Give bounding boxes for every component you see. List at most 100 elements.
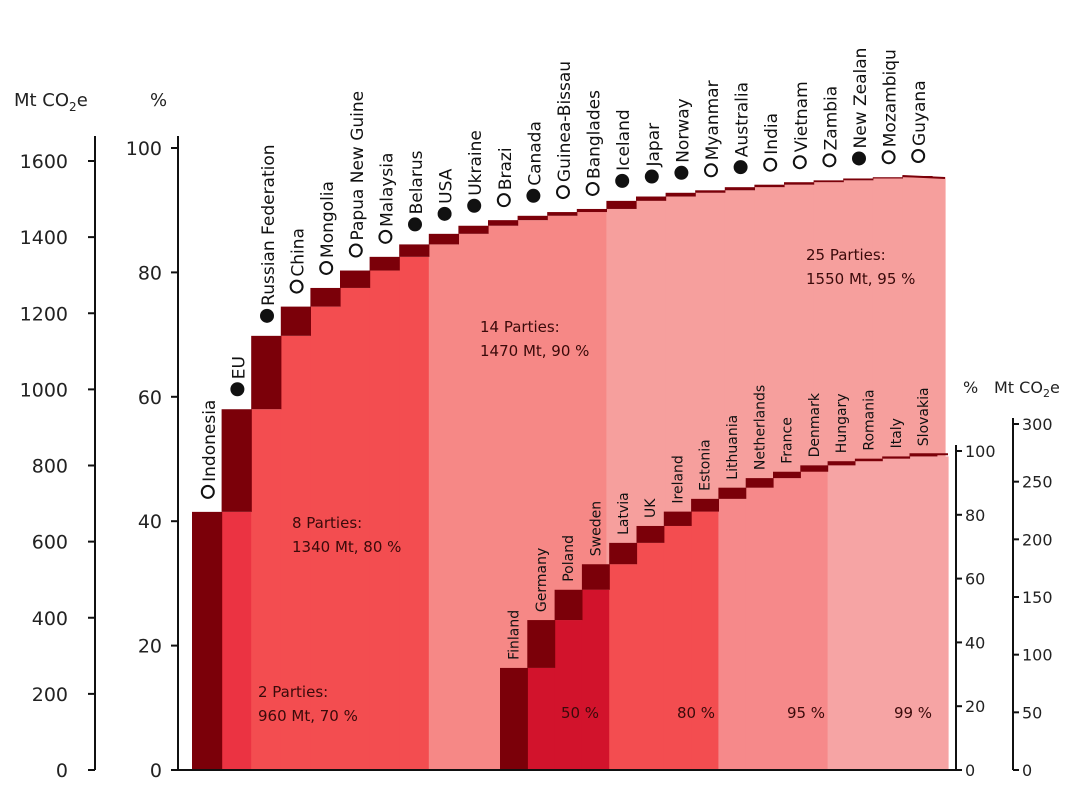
chart1-step-bar (458, 225, 489, 234)
chart1-step-bar (310, 287, 341, 307)
chart1-threshold-line1: 14 Parties: (480, 318, 560, 336)
chart1-band-fill (369, 270, 400, 770)
left-pct-tick-label: 0 (150, 760, 162, 782)
chart1-step-bar (517, 215, 548, 221)
chart2-band-fill (609, 564, 638, 770)
chart1-category-label: China (289, 228, 309, 277)
left-pct-tick-label: 40 (138, 511, 162, 533)
chart1-band-fill (428, 244, 459, 770)
right-mt-tick-label: 250 (1022, 473, 1053, 492)
chart1-marker-filled (467, 198, 482, 213)
chart1-step-bar (428, 233, 459, 245)
chart1-category-label: Mongolia (318, 181, 338, 258)
left-mt-tick-label: 1400 (20, 227, 68, 249)
chart1-marker-open (348, 243, 363, 258)
chart2-category-label: Ireland (670, 455, 686, 503)
right-pct-tick-label: 80 (965, 506, 985, 525)
chart2-category-label: Sweden (589, 501, 605, 556)
chart1-step-bar (576, 208, 607, 213)
chart1-step-bar (606, 200, 637, 209)
chart1-step-bar (872, 177, 903, 179)
label-layer: Indonesia EU Russian Federation China Mongol… (200, 48, 932, 725)
chart1-marker-open (822, 153, 837, 168)
right-pct-tick-label: 20 (965, 697, 985, 716)
chart2-band-fill (854, 461, 883, 770)
chart2-band-fill (718, 498, 747, 770)
chart1-category-label: Russian Federation (259, 144, 279, 305)
right-mt-tick-label: 100 (1022, 646, 1053, 665)
chart2-step-bar (909, 454, 938, 457)
chart1-category-label: Vietnam (792, 81, 812, 152)
chart1-marker-open (792, 155, 807, 170)
chart1-marker-open (289, 279, 304, 294)
left-pct-tick-label: 80 (138, 262, 162, 284)
chart1-marker-filled (230, 382, 245, 397)
chart1-step-bar (369, 256, 400, 271)
chart1-marker-open (496, 193, 511, 208)
chart1-step-bar (399, 244, 430, 257)
chart1-step-bar (340, 270, 371, 288)
chart1-category-label: Malaysia (377, 153, 397, 227)
chart2-category-label: Germany (534, 548, 550, 612)
chart1-marker-open (881, 150, 896, 165)
chart1-category-label: Zambia (821, 86, 841, 151)
left-mt-tick-label: 0 (56, 760, 68, 782)
chart1-band-fill (458, 233, 489, 770)
right-mt-tick-label: 50 (1022, 703, 1042, 722)
chart2-band-fill (882, 458, 911, 770)
chart1-step-bar (192, 511, 223, 770)
chart2-step-bar (636, 525, 665, 543)
chart2-band-fill (581, 589, 610, 770)
chart1-threshold-line1: 8 Parties: (292, 514, 362, 532)
chart1-category-label: USA (437, 168, 457, 204)
chart2-step-bar (500, 667, 528, 770)
right-mt-tick-label: 300 (1022, 415, 1053, 434)
chart-fill-layer (221, 177, 949, 771)
chart1-marker-filled (615, 173, 630, 188)
chart1-category-label: Mozambiqu (881, 49, 901, 147)
right-pct-tick-label: 60 (965, 570, 985, 589)
chart2-step-bar (609, 542, 638, 565)
left-mt-tick-label: 1200 (20, 303, 68, 325)
chart1-band-fill (221, 511, 252, 770)
chart1-category-label: Belarus (407, 150, 427, 214)
chart1-threshold-line1: 2 Parties: (258, 683, 328, 701)
chart2-step-bar (800, 465, 829, 472)
chart2-band-fill (691, 511, 719, 770)
chart2-category-label: Finland (507, 610, 523, 660)
left-pct-unit-label: % (150, 90, 167, 111)
left-pct-tick-label: 20 (138, 636, 162, 658)
chart1-step-bar (724, 187, 755, 191)
chart1-step-bar (843, 178, 874, 181)
chart2-band-fill (909, 456, 949, 770)
chart2-band-label: 99 % (894, 704, 932, 722)
chart1-marker-filled (437, 206, 452, 221)
chart2-category-label: Latvia (616, 492, 632, 535)
chart1-step-bar (665, 192, 696, 197)
right-mt-tick-label: 200 (1022, 530, 1053, 549)
chart1-marker-open (378, 229, 393, 244)
chart2-step-bar (554, 589, 583, 621)
chart1-category-label: India (762, 113, 782, 155)
chart1-step-bar (488, 220, 519, 226)
chart1-category-label: Papua New Guine (348, 91, 368, 241)
chart1-category-label: Guinea-Bissau (555, 61, 575, 182)
chart1-threshold-line2: 1550 Mt, 95 % (806, 270, 915, 288)
chart1-category-label: Brazi (496, 147, 516, 190)
right-pct-tick-label: 100 (965, 442, 996, 461)
chart1-marker-filled (852, 151, 866, 166)
chart1-marker-filled (526, 188, 541, 203)
chart2-category-label: Estonia (698, 439, 714, 491)
chart1-band-fill (280, 335, 311, 770)
chart1-step-bar (695, 190, 726, 193)
chart2-step-bar (581, 564, 610, 590)
chart1-category-label: New Zealan (851, 48, 871, 149)
chart1-marker-filled (644, 169, 659, 184)
chart2-band-fill (663, 525, 692, 770)
chart2-step-bar (527, 620, 556, 668)
chart2-category-label: UK (643, 498, 659, 518)
chart2-band-fill (827, 465, 856, 770)
chart2-band-label: 95 % (787, 704, 825, 722)
left-mt-tick-label: 1600 (20, 151, 68, 173)
